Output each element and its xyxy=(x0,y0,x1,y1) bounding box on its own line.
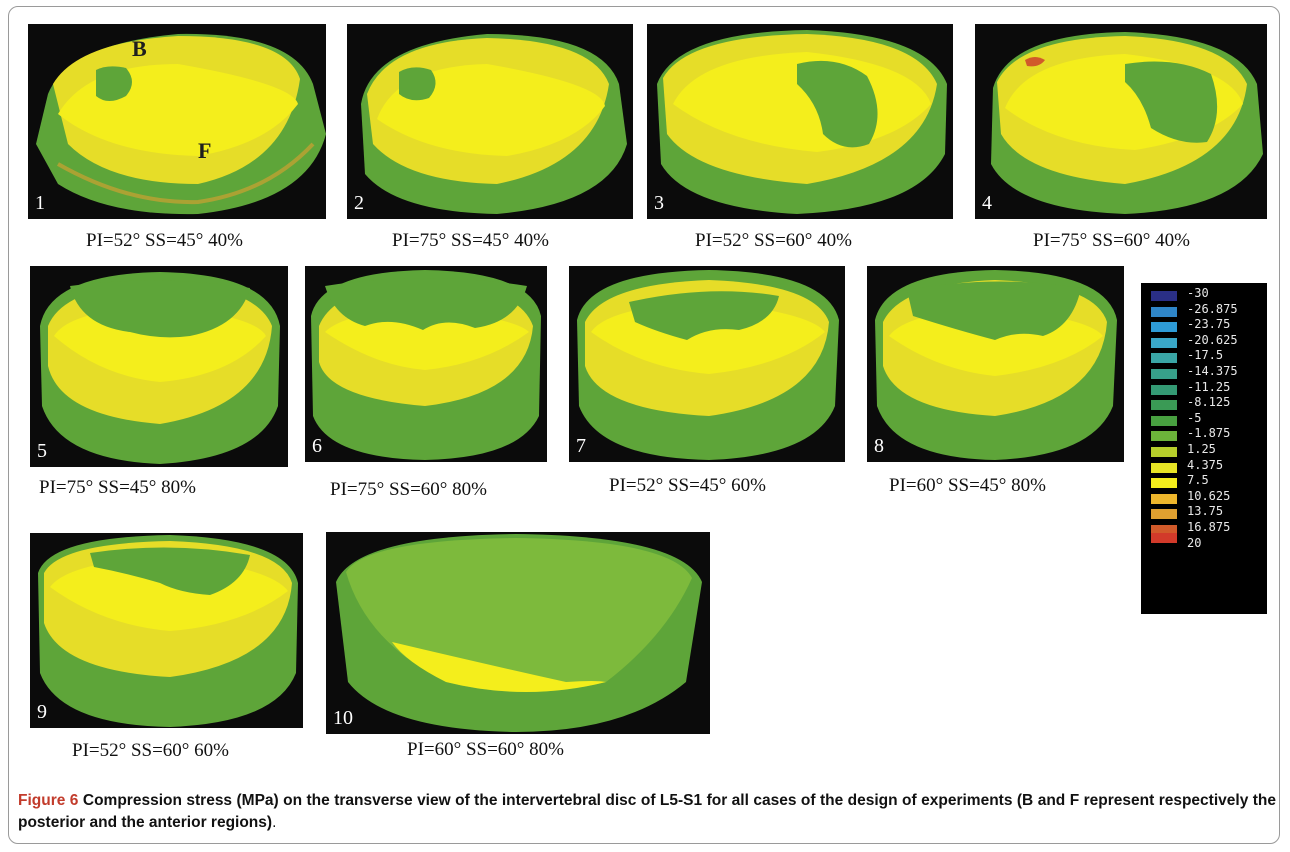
panel-number: 4 xyxy=(982,192,992,214)
legend-row: -26.875 xyxy=(1141,303,1267,319)
panel-caption: PI=75° SS=45° 40% xyxy=(392,230,549,251)
legend-label: 13.75 xyxy=(1187,504,1224,519)
panel-caption: PI=60° SS=45° 80% xyxy=(889,475,1046,496)
legend-label: -17.5 xyxy=(1187,348,1224,363)
panel-number: 2 xyxy=(354,192,364,214)
legend-label: 4.375 xyxy=(1187,457,1224,472)
panel-caption: PI=75° SS=45° 80% xyxy=(39,477,196,498)
legend-label: -11.25 xyxy=(1187,379,1231,394)
legend-swatch xyxy=(1151,322,1177,333)
panel-9: 9 xyxy=(30,533,303,728)
panel-1: B F 1 xyxy=(28,24,326,219)
legend-swatch xyxy=(1151,532,1177,543)
panel-number: 3 xyxy=(654,192,664,214)
legend-swatch xyxy=(1151,447,1177,457)
legend-swatch xyxy=(1151,400,1177,411)
legend-swatch xyxy=(1151,478,1177,489)
panel-caption: PI=52° SS=45° 40% xyxy=(86,230,243,251)
legend-row: -23.75 xyxy=(1141,318,1267,334)
panel-caption: PI=52° SS=60° 40% xyxy=(695,230,852,251)
figure-frame xyxy=(8,6,1280,844)
legend-label: -8.125 xyxy=(1187,395,1231,410)
panel-8: 8 xyxy=(867,266,1124,462)
legend-row: 1.25 xyxy=(1141,443,1267,459)
legend-swatch xyxy=(1151,509,1177,520)
panel-number: 7 xyxy=(576,435,586,457)
legend-swatch xyxy=(1151,384,1177,395)
legend-swatch xyxy=(1151,353,1177,364)
figure-caption-text: Compression stress (MPa) on the transver… xyxy=(18,792,1277,831)
legend-swatch xyxy=(1151,337,1177,348)
legend-label: 7.5 xyxy=(1187,473,1209,488)
legend-swatch xyxy=(1151,415,1177,426)
legend-label: -1.875 xyxy=(1187,426,1231,441)
panel-7: 7 xyxy=(569,266,845,462)
panel-3: 3 xyxy=(647,24,953,219)
legend-swatch xyxy=(1151,525,1177,535)
panel-caption: PI=75° SS=60° 40% xyxy=(1033,230,1190,251)
legend-row: -5 xyxy=(1141,412,1267,428)
panel-number: 8 xyxy=(874,435,884,457)
figure-caption: Figure 6 Compression stress (MPa) on the… xyxy=(18,790,1276,834)
legend-swatch xyxy=(1151,431,1177,442)
panel-caption: PI=52° SS=45° 60% xyxy=(609,475,766,496)
legend-swatch xyxy=(1151,291,1177,301)
panel-number: 10 xyxy=(333,707,353,729)
legend-row: -11.25 xyxy=(1141,381,1267,397)
legend-label: 1.25 xyxy=(1187,442,1216,456)
legend-label: -20.625 xyxy=(1187,332,1238,347)
panel-number: 9 xyxy=(37,701,47,723)
legend-label: 10.625 xyxy=(1187,488,1231,503)
figure-caption-end: . xyxy=(272,814,277,831)
legend-label: -5 xyxy=(1187,410,1202,425)
panel-6: 6 xyxy=(305,266,547,462)
legend-row: 4.375 xyxy=(1141,459,1267,475)
panel-5: 5 xyxy=(30,266,288,467)
panel-4: 4 xyxy=(975,24,1267,219)
legend-label: 16.875 xyxy=(1187,520,1231,534)
legend-swatch xyxy=(1151,306,1177,317)
legend-label: -14.375 xyxy=(1187,364,1238,378)
legend-row: -30 xyxy=(1141,287,1267,303)
legend-row: -20.625 xyxy=(1141,334,1267,350)
legend-row: -14.375 xyxy=(1141,365,1267,381)
legend-swatch xyxy=(1151,462,1177,473)
legend-swatch xyxy=(1151,493,1177,504)
anterior-marker: F xyxy=(198,138,212,163)
panel-caption: PI=60° SS=60° 80% xyxy=(407,739,564,760)
legend-label: -23.75 xyxy=(1187,317,1231,332)
legend-row: 13.75 xyxy=(1141,505,1267,521)
legend-row: 16.875 xyxy=(1141,521,1267,537)
legend-label: -26.875 xyxy=(1187,301,1238,316)
panel-caption: PI=75° SS=60° 80% xyxy=(330,479,487,500)
figure-label: Figure 6 xyxy=(18,792,79,809)
panel-number: 5 xyxy=(37,440,47,462)
legend-row: 10.625 xyxy=(1141,490,1267,506)
legend-label: 20 xyxy=(1187,535,1202,550)
panel-10: 10 xyxy=(326,532,710,734)
legend-swatch xyxy=(1151,369,1177,379)
legend-row: -8.125 xyxy=(1141,396,1267,412)
stress-color-legend: -30 -26.875 -23.75 -20.625 -17.5 -14.375 -11.2… xyxy=(1141,283,1267,614)
panel-caption: PI=52° SS=60° 60% xyxy=(72,740,229,761)
legend-row: -17.5 xyxy=(1141,349,1267,365)
panel-number: 1 xyxy=(35,192,45,214)
legend-row: 7.5 xyxy=(1141,474,1267,490)
panel-2: 2 xyxy=(347,24,633,219)
legend-label: -30 xyxy=(1187,286,1209,300)
posterior-marker: B xyxy=(132,36,147,61)
panel-number: 6 xyxy=(312,435,322,457)
legend-row: -1.875 xyxy=(1141,427,1267,443)
legend-row: 20 xyxy=(1141,532,1267,553)
